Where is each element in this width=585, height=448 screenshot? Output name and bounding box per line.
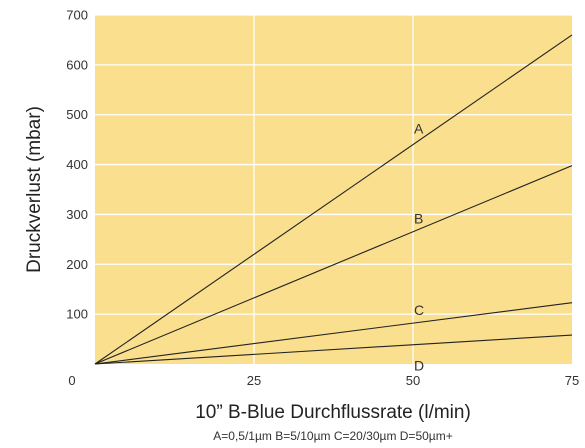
y-tick-label: 300 [66,207,88,222]
x-tick-label: 50 [406,373,420,388]
y-tick-label: 400 [66,157,88,172]
series-label-d: D [414,358,424,374]
x-axis-title: 10” B-Blue Durchflussrate (l/min) [195,402,471,423]
x-tick-label: 25 [247,373,261,388]
y-axis-ticks: 100 200 300 400 500 600 700 [66,8,88,322]
y-axis-title: Druckverlust (mbar) [24,106,45,273]
y-tick-label: 600 [66,57,88,72]
x-tick-label: 75 [565,373,579,388]
series-labels: A B C D [414,121,424,374]
y-tick-label: 100 [66,307,88,322]
series-line-b [94,165,573,365]
x-axis-ticks: 0 25 50 75 [68,373,579,388]
series-label-c: C [414,302,424,318]
series-lines [94,34,573,365]
y-tick-label: 200 [66,257,88,272]
plot-area [95,15,572,364]
x-tick-label: 0 [68,373,75,388]
series-label-b: B [414,211,423,227]
series-line-a [94,34,573,365]
legend-caption: A=0,5/1µm B=5/10µm C=20/30µm D=50µm+ [213,429,452,443]
series-label-a: A [414,121,424,137]
series-line-c [94,302,573,365]
y-tick-label: 500 [66,107,88,122]
series-line-d [94,334,573,365]
y-tick-label: 700 [66,8,88,23]
